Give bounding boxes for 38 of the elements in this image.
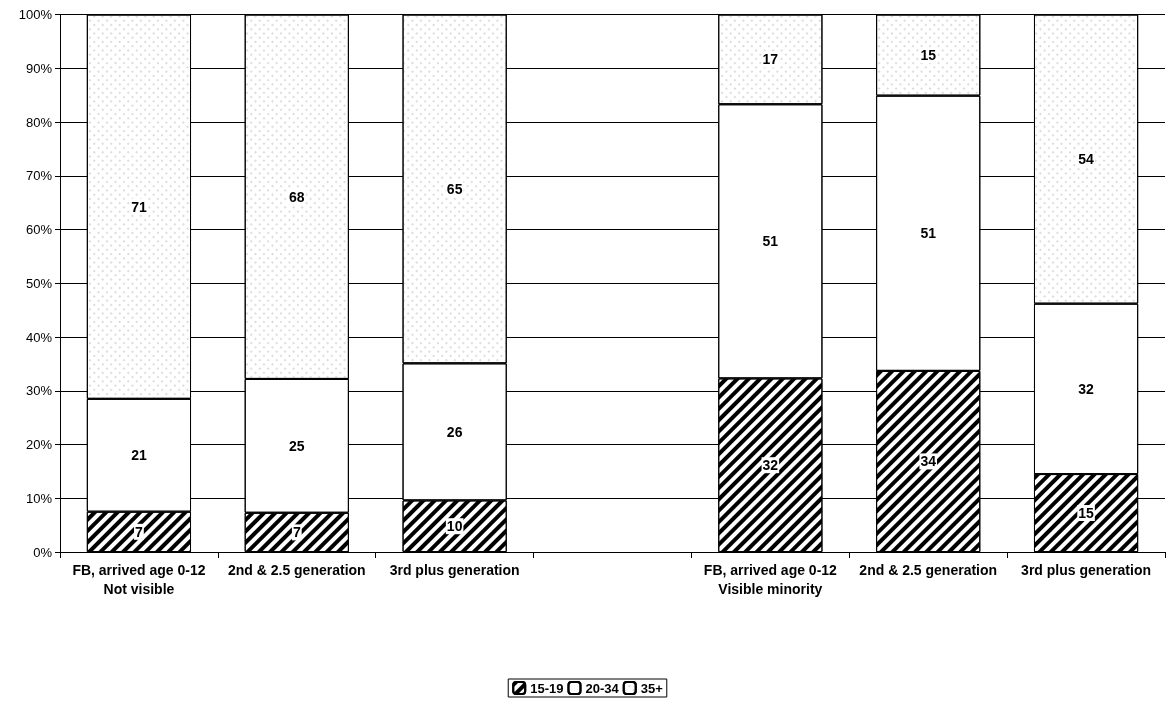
data-label: 32 xyxy=(1078,380,1095,397)
x-tick-label: FB, arrived age 0-12 Visible minority xyxy=(703,561,838,597)
y-tick-label: 10% xyxy=(25,490,53,506)
data-label: 17 xyxy=(762,51,779,68)
x-tick-label: 3rd plus generation xyxy=(1021,561,1152,578)
data-label: 21 xyxy=(131,447,147,464)
data-label: 7 xyxy=(135,523,144,540)
data-label: 10 xyxy=(446,518,463,535)
data-label: 32 xyxy=(762,457,779,474)
data-label: 51 xyxy=(920,225,937,242)
y-tick-label: 90% xyxy=(25,60,53,76)
x-tick-label: 3rd plus generation xyxy=(389,561,520,578)
y-tick-label: 40% xyxy=(25,329,53,345)
x-tick-label: 2nd & 2.5 generation xyxy=(859,561,998,578)
data-label: 71 xyxy=(131,198,147,215)
y-tick-label: 50% xyxy=(25,275,53,291)
data-label: 25 xyxy=(289,437,305,454)
data-label: 15 xyxy=(920,47,937,64)
data-label: 7 xyxy=(292,524,301,541)
data-label: 26 xyxy=(446,423,463,440)
y-tick-label: 80% xyxy=(25,114,53,130)
data-label: 34 xyxy=(920,453,937,470)
y-tick-label: 100% xyxy=(18,7,53,22)
legend-label: 20-34 xyxy=(585,680,620,696)
legend-label: 35+ xyxy=(640,680,664,696)
y-tick-label: 60% xyxy=(25,222,53,237)
data-label: 68 xyxy=(289,188,305,205)
y-tick-label: 30% xyxy=(25,383,53,399)
data-label: 15 xyxy=(1078,505,1095,522)
data-label: 51 xyxy=(762,233,779,250)
data-label: 54 xyxy=(1078,151,1095,168)
x-tick-label: FB, arrived age 0-12 Not visible xyxy=(72,561,206,597)
y-tick-label: 0% xyxy=(33,544,53,560)
y-tick-label: 20% xyxy=(25,437,53,452)
y-tick-label: 70% xyxy=(25,168,53,184)
x-tick-label: 2nd & 2.5 generation xyxy=(227,561,366,578)
legend-label: 15-19 xyxy=(530,680,564,696)
data-label: 65 xyxy=(446,180,463,197)
